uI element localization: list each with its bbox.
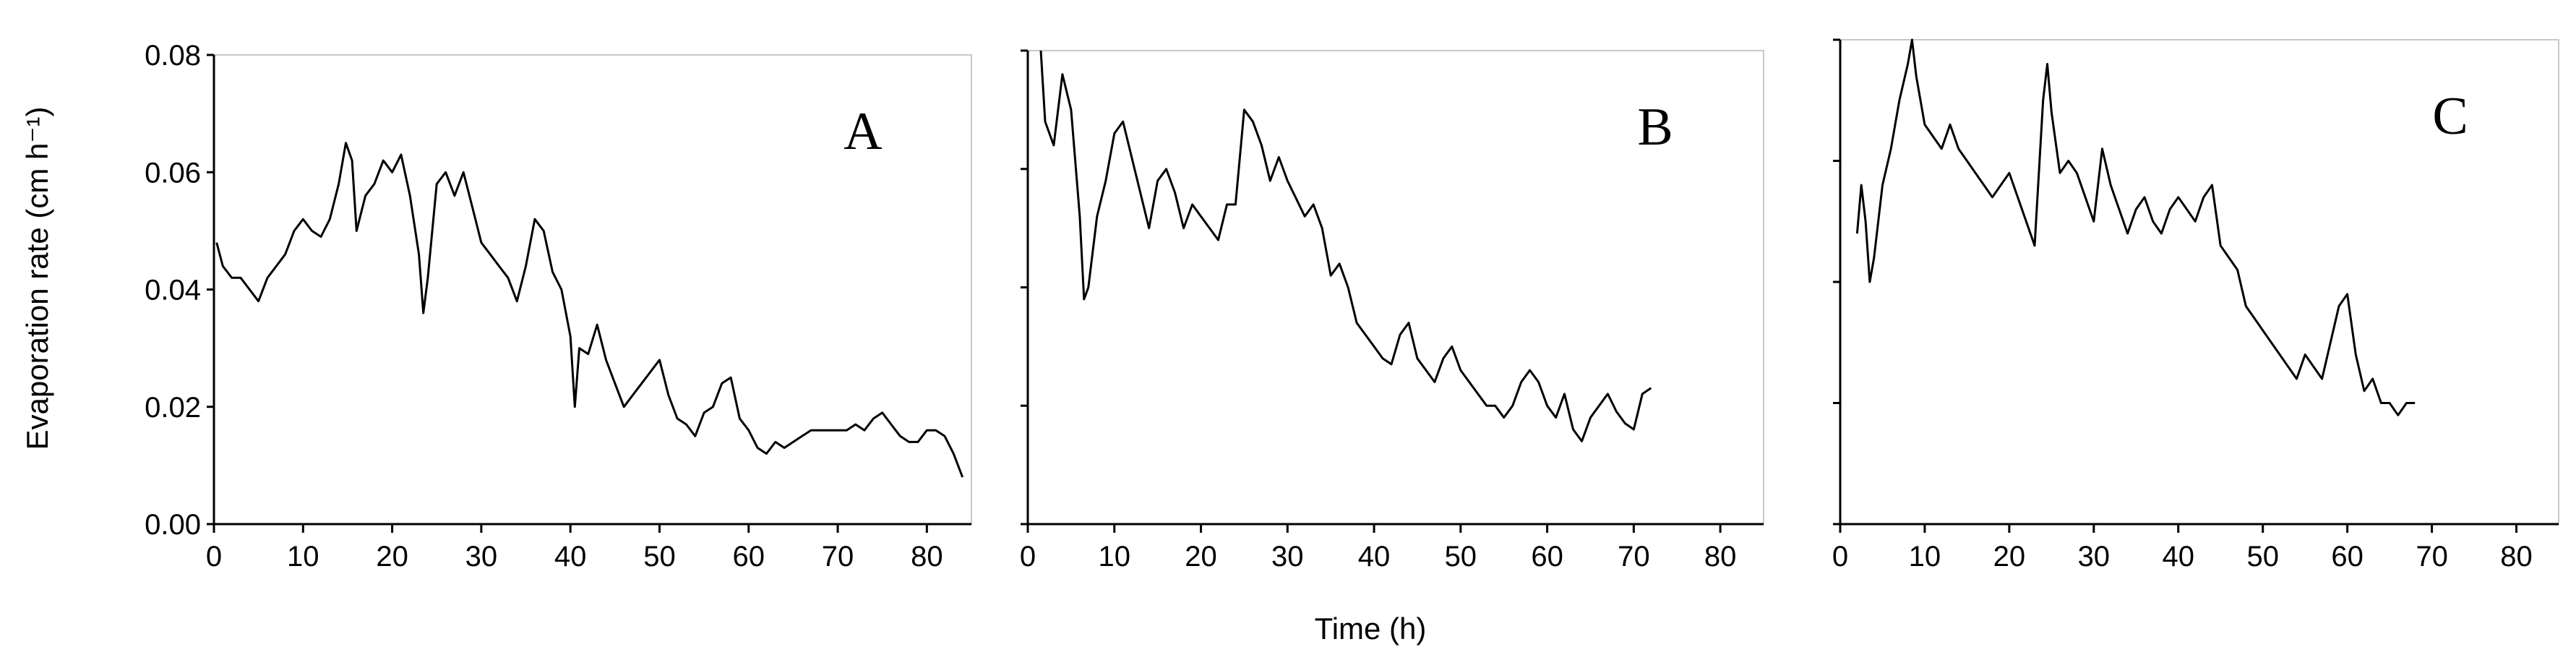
x-tick-label: 70 [822, 541, 854, 573]
y-tick-label: 0.02 [145, 392, 201, 424]
y-tick-label: 0.08 [145, 40, 201, 72]
y-tick-label: 0.06 [145, 157, 201, 189]
x-tick-label: 10 [1909, 541, 1941, 573]
panel-a: 0 10 20 30 40 50 60 70 80 0.00 0.02 0.04 0.06 0.08 A [145, 40, 972, 573]
x-tick-label: 30 [465, 541, 498, 573]
y-axis-title: Evaporation rate (cm h⁻¹) [20, 106, 54, 450]
panel-b: 0 10 20 30 40 50 60 70 80 B [1020, 49, 1764, 573]
x-tick-label: 40 [1358, 541, 1391, 573]
y-tick-label: 0.04 [145, 275, 201, 307]
panel-c: 0 10 20 30 40 50 60 70 80 C [1832, 38, 2559, 573]
x-tick-label: 10 [287, 541, 319, 573]
x-tick-label: 80 [2500, 541, 2533, 573]
x-tick-label: 30 [1271, 541, 1304, 573]
x-tick-label: 40 [554, 541, 587, 573]
x-axis-title: Time (h) [1315, 612, 1427, 646]
x-tick-label: 20 [1185, 541, 1217, 573]
y-tick-label: 0.00 [145, 509, 201, 541]
x-tick-label: 20 [1993, 541, 2026, 573]
panel-label: B [1637, 98, 1673, 157]
x-tick-label: 60 [2331, 541, 2364, 573]
x-tick-label: 20 [376, 541, 408, 573]
x-tick-label: 30 [2078, 541, 2111, 573]
x-tick-label: 50 [2246, 541, 2279, 573]
series-line [1039, 50, 1652, 442]
series-line [215, 142, 964, 478]
x-tick-label: 50 [643, 541, 676, 573]
x-tick-label: 0 [1020, 541, 1036, 573]
panel-label: C [2432, 87, 2468, 146]
x-tick-label: 40 [2163, 541, 2195, 573]
x-tick-label: 50 [1445, 541, 1477, 573]
x-tick-label: 10 [1099, 541, 1131, 573]
x-tick-label: 0 [206, 541, 222, 573]
x-tick-label: 70 [2416, 541, 2448, 573]
x-tick-label: 80 [1704, 541, 1737, 573]
x-tick-label: 60 [1531, 541, 1563, 573]
panel-label: A [843, 102, 882, 161]
x-tick-label: 0 [1832, 541, 1848, 573]
x-tick-label: 80 [911, 541, 943, 573]
x-tick-label: 70 [1618, 541, 1650, 573]
x-tick-label: 60 [733, 541, 765, 573]
series-line [1855, 38, 2416, 416]
